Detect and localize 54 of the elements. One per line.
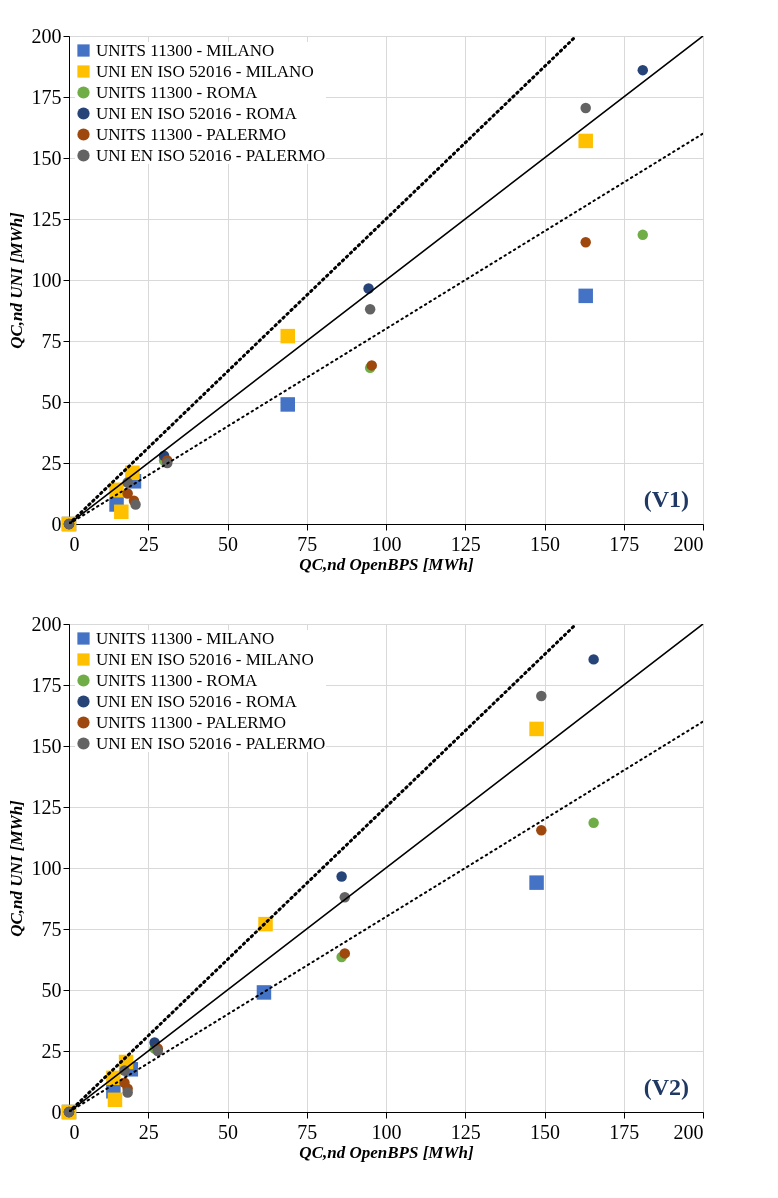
legend-label: UNI EN ISO 52016 - ROMA [96, 103, 298, 123]
x-tick-label: 175 [609, 1120, 640, 1143]
x-tick-label: 25 [138, 1120, 159, 1143]
y-axis-title: QC,nd UNI [MWh] [6, 211, 26, 349]
legend-label: UNITS 11300 - ROMA [96, 82, 259, 102]
x-tick-label: 75 [297, 1120, 318, 1143]
y-tick-label: 75 [41, 917, 62, 940]
x-tick-label: 0 [69, 1120, 80, 1143]
x-tick-label: 175 [609, 532, 640, 555]
x-tick-label: 25 [138, 532, 159, 555]
y-tick-label: 75 [41, 329, 62, 352]
legend-label: UNITS 11300 - MILANO [96, 40, 275, 60]
x-tick-label: 125 [450, 532, 481, 555]
legend-label: UNITS 11300 - PALERMO [96, 712, 287, 732]
x-tick-label: 100 [371, 532, 402, 555]
x-axis-title: QC,nd OpenBPS [MWh] [299, 1142, 474, 1162]
y-tick-label: 150 [31, 146, 62, 169]
x-tick-label: 0 [69, 532, 80, 555]
legend-label: UNITS 11300 - PALERMO [96, 124, 287, 144]
y-tick-label: 125 [31, 795, 62, 818]
y-tick-label: 175 [31, 673, 62, 696]
legend-label: UNI EN ISO 52016 - MILANO [96, 649, 314, 669]
x-tick-label: 200 [673, 1120, 704, 1143]
x-tick-label: 75 [297, 532, 318, 555]
annotation: (V2) [643, 1074, 689, 1100]
legend-label: UNI EN ISO 52016 - MILANO [96, 61, 314, 81]
legend-label: UNI EN ISO 52016 - PALERMO [96, 733, 326, 753]
y-tick-label: 150 [31, 734, 62, 757]
x-axis-title: QC,nd OpenBPS [MWh] [299, 554, 474, 574]
legend-label: UNITS 11300 - ROMA [96, 670, 259, 690]
x-tick-label: 100 [371, 1120, 402, 1143]
x-tick-label: 50 [218, 1120, 238, 1143]
y-axis-title: QC,nd UNI [MWh] [6, 799, 26, 937]
legend-label: UNITS 11300 - MILANO [96, 628, 275, 648]
y-tick-label: 200 [31, 24, 62, 47]
y-tick-label: 25 [41, 451, 62, 474]
annotation: (V1) [643, 486, 689, 512]
y-tick-label: 100 [31, 856, 62, 879]
y-tick-label: 200 [31, 612, 62, 635]
x-tick-label: 50 [218, 532, 238, 555]
y-tick-label: 50 [41, 390, 62, 413]
y-tick-label: 100 [31, 268, 62, 291]
y-tick-label: 25 [41, 1039, 62, 1062]
y-tick-label: 125 [31, 207, 62, 230]
x-tick-label: 150 [530, 1120, 560, 1143]
legend-label: UNI EN ISO 52016 - PALERMO [96, 145, 326, 165]
x-tick-label: 200 [673, 532, 704, 555]
x-tick-label: 125 [450, 1120, 481, 1143]
legend-label: UNI EN ISO 52016 - ROMA [96, 691, 298, 711]
x-tick-label: 150 [530, 532, 560, 555]
y-tick-label: 50 [41, 978, 62, 1001]
y-tick-label: 0 [51, 1100, 62, 1123]
y-tick-label: 175 [31, 85, 62, 108]
y-tick-label: 0 [51, 512, 62, 535]
